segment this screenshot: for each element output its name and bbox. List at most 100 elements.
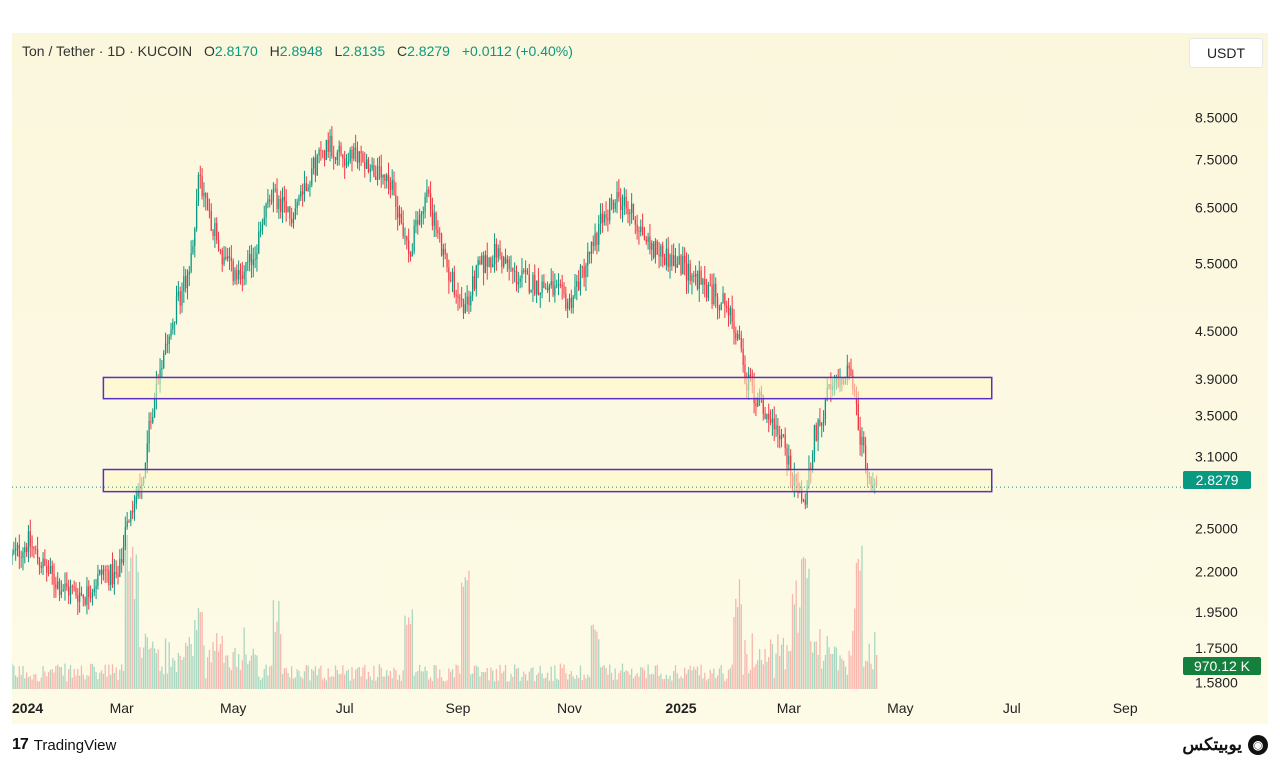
volume-bar bbox=[704, 672, 706, 689]
volume-bar bbox=[82, 674, 84, 689]
volume-bar bbox=[760, 660, 763, 689]
x-axis[interactable]: 2024 Mar May Jul Sep Nov 2025 Mar May Jul Sep bbox=[12, 700, 1138, 716]
volume-bar bbox=[236, 666, 238, 689]
volume-bar bbox=[428, 679, 430, 689]
volume-bar bbox=[124, 532, 126, 689]
candle-body bbox=[583, 266, 585, 278]
volume-bar bbox=[766, 661, 768, 689]
candle-body bbox=[276, 188, 278, 209]
volume-bar bbox=[307, 665, 309, 689]
volume-bar bbox=[413, 675, 415, 689]
volume-bar bbox=[225, 655, 227, 689]
candle-body bbox=[749, 374, 752, 377]
candle-body bbox=[567, 302, 569, 309]
candle-body bbox=[333, 156, 335, 158]
volume-bar bbox=[155, 653, 158, 689]
volume-bar bbox=[365, 679, 368, 689]
volume-bar bbox=[280, 634, 282, 689]
volume-bar bbox=[420, 671, 423, 689]
volume-bar bbox=[99, 672, 101, 689]
volume-bar bbox=[29, 675, 31, 689]
volume-bar bbox=[408, 617, 410, 689]
volume-bar bbox=[870, 663, 872, 689]
volume-bar bbox=[552, 680, 554, 689]
volume-bar bbox=[720, 665, 722, 689]
volume-bar bbox=[484, 672, 487, 689]
volume-bar bbox=[481, 672, 483, 689]
candle-body bbox=[351, 149, 353, 159]
volume-bar bbox=[585, 678, 587, 689]
volume-bar bbox=[437, 678, 439, 689]
volume-bar bbox=[422, 671, 424, 689]
volume-bar bbox=[46, 676, 48, 689]
candle-body bbox=[117, 574, 119, 577]
volume-bar bbox=[206, 657, 209, 689]
volume-bar bbox=[473, 665, 476, 689]
volume-bar bbox=[705, 680, 708, 689]
volume-bar bbox=[528, 671, 530, 689]
high-value: 2.8948 bbox=[279, 43, 323, 59]
volume-bar bbox=[221, 635, 223, 689]
candle-body bbox=[788, 455, 790, 465]
volume-bar bbox=[508, 681, 510, 689]
volume-bar bbox=[128, 571, 130, 689]
volume-bar bbox=[676, 673, 678, 689]
volume-bar bbox=[669, 675, 671, 689]
volume-bar bbox=[673, 671, 675, 689]
volume-bar bbox=[77, 668, 79, 689]
candle-body bbox=[29, 531, 31, 547]
volume-bar bbox=[746, 653, 748, 689]
y-axis[interactable]: 8.5000 7.5000 6.5000 5.5000 4.5000 3.9000 3.50… bbox=[1195, 110, 1238, 691]
chart-panel[interactable]: 8.5000 7.5000 6.5000 5.5000 4.5000 3.9000 3.50… bbox=[12, 33, 1268, 724]
volume-bar bbox=[610, 672, 613, 689]
candle-body bbox=[205, 192, 207, 198]
candle-body bbox=[546, 287, 549, 291]
candle-body bbox=[444, 248, 446, 254]
currency-button[interactable]: USDT bbox=[1189, 38, 1263, 68]
volume-bar bbox=[258, 676, 260, 689]
candle-body bbox=[577, 281, 580, 291]
tradingview-logo[interactable]: 17 TradingView bbox=[12, 736, 116, 754]
candle-body bbox=[371, 165, 373, 169]
volume-bar bbox=[172, 657, 174, 689]
volume-bar bbox=[380, 667, 382, 689]
volume-bar bbox=[102, 673, 105, 689]
volume-bar bbox=[239, 669, 242, 689]
candle-body bbox=[649, 236, 651, 250]
candle-body bbox=[612, 199, 615, 209]
volume-bar bbox=[866, 661, 869, 689]
volume-bar bbox=[33, 674, 35, 689]
volume-bar bbox=[415, 672, 417, 689]
volume-bar bbox=[601, 666, 604, 689]
volume-bar bbox=[73, 669, 75, 689]
candle-body bbox=[676, 264, 678, 268]
candle-body bbox=[693, 275, 695, 277]
volume-bar bbox=[694, 669, 697, 689]
volume-bar bbox=[108, 664, 110, 689]
candle-body bbox=[194, 228, 196, 247]
candle-body bbox=[387, 174, 390, 183]
volume-bar bbox=[265, 664, 267, 689]
candle-body bbox=[256, 253, 258, 260]
zones-layer[interactable] bbox=[102, 376, 993, 493]
candle-body bbox=[411, 251, 413, 257]
candle-body bbox=[660, 245, 662, 257]
symbol-title[interactable]: Ton / Tether · 1D · KUCOIN bbox=[22, 43, 193, 59]
volume-bar bbox=[411, 609, 413, 689]
candle-body bbox=[539, 292, 541, 296]
chart-svg[interactable]: 8.5000 7.5000 6.5000 5.5000 4.5000 3.9000 3.50… bbox=[12, 33, 1268, 724]
candle-body bbox=[172, 322, 174, 330]
candle-body bbox=[126, 521, 128, 528]
candle-body bbox=[702, 278, 704, 285]
volume-bar bbox=[444, 681, 446, 689]
candle-body bbox=[652, 243, 655, 258]
candle-body bbox=[408, 240, 410, 254]
volume-bar bbox=[802, 557, 805, 689]
volume-bar bbox=[579, 665, 582, 689]
volume-bar bbox=[515, 668, 518, 689]
candle-body bbox=[185, 276, 187, 289]
volume-bar bbox=[353, 678, 355, 689]
candle-body bbox=[817, 419, 819, 441]
candle-body bbox=[601, 213, 604, 223]
volume-bar bbox=[325, 680, 328, 689]
